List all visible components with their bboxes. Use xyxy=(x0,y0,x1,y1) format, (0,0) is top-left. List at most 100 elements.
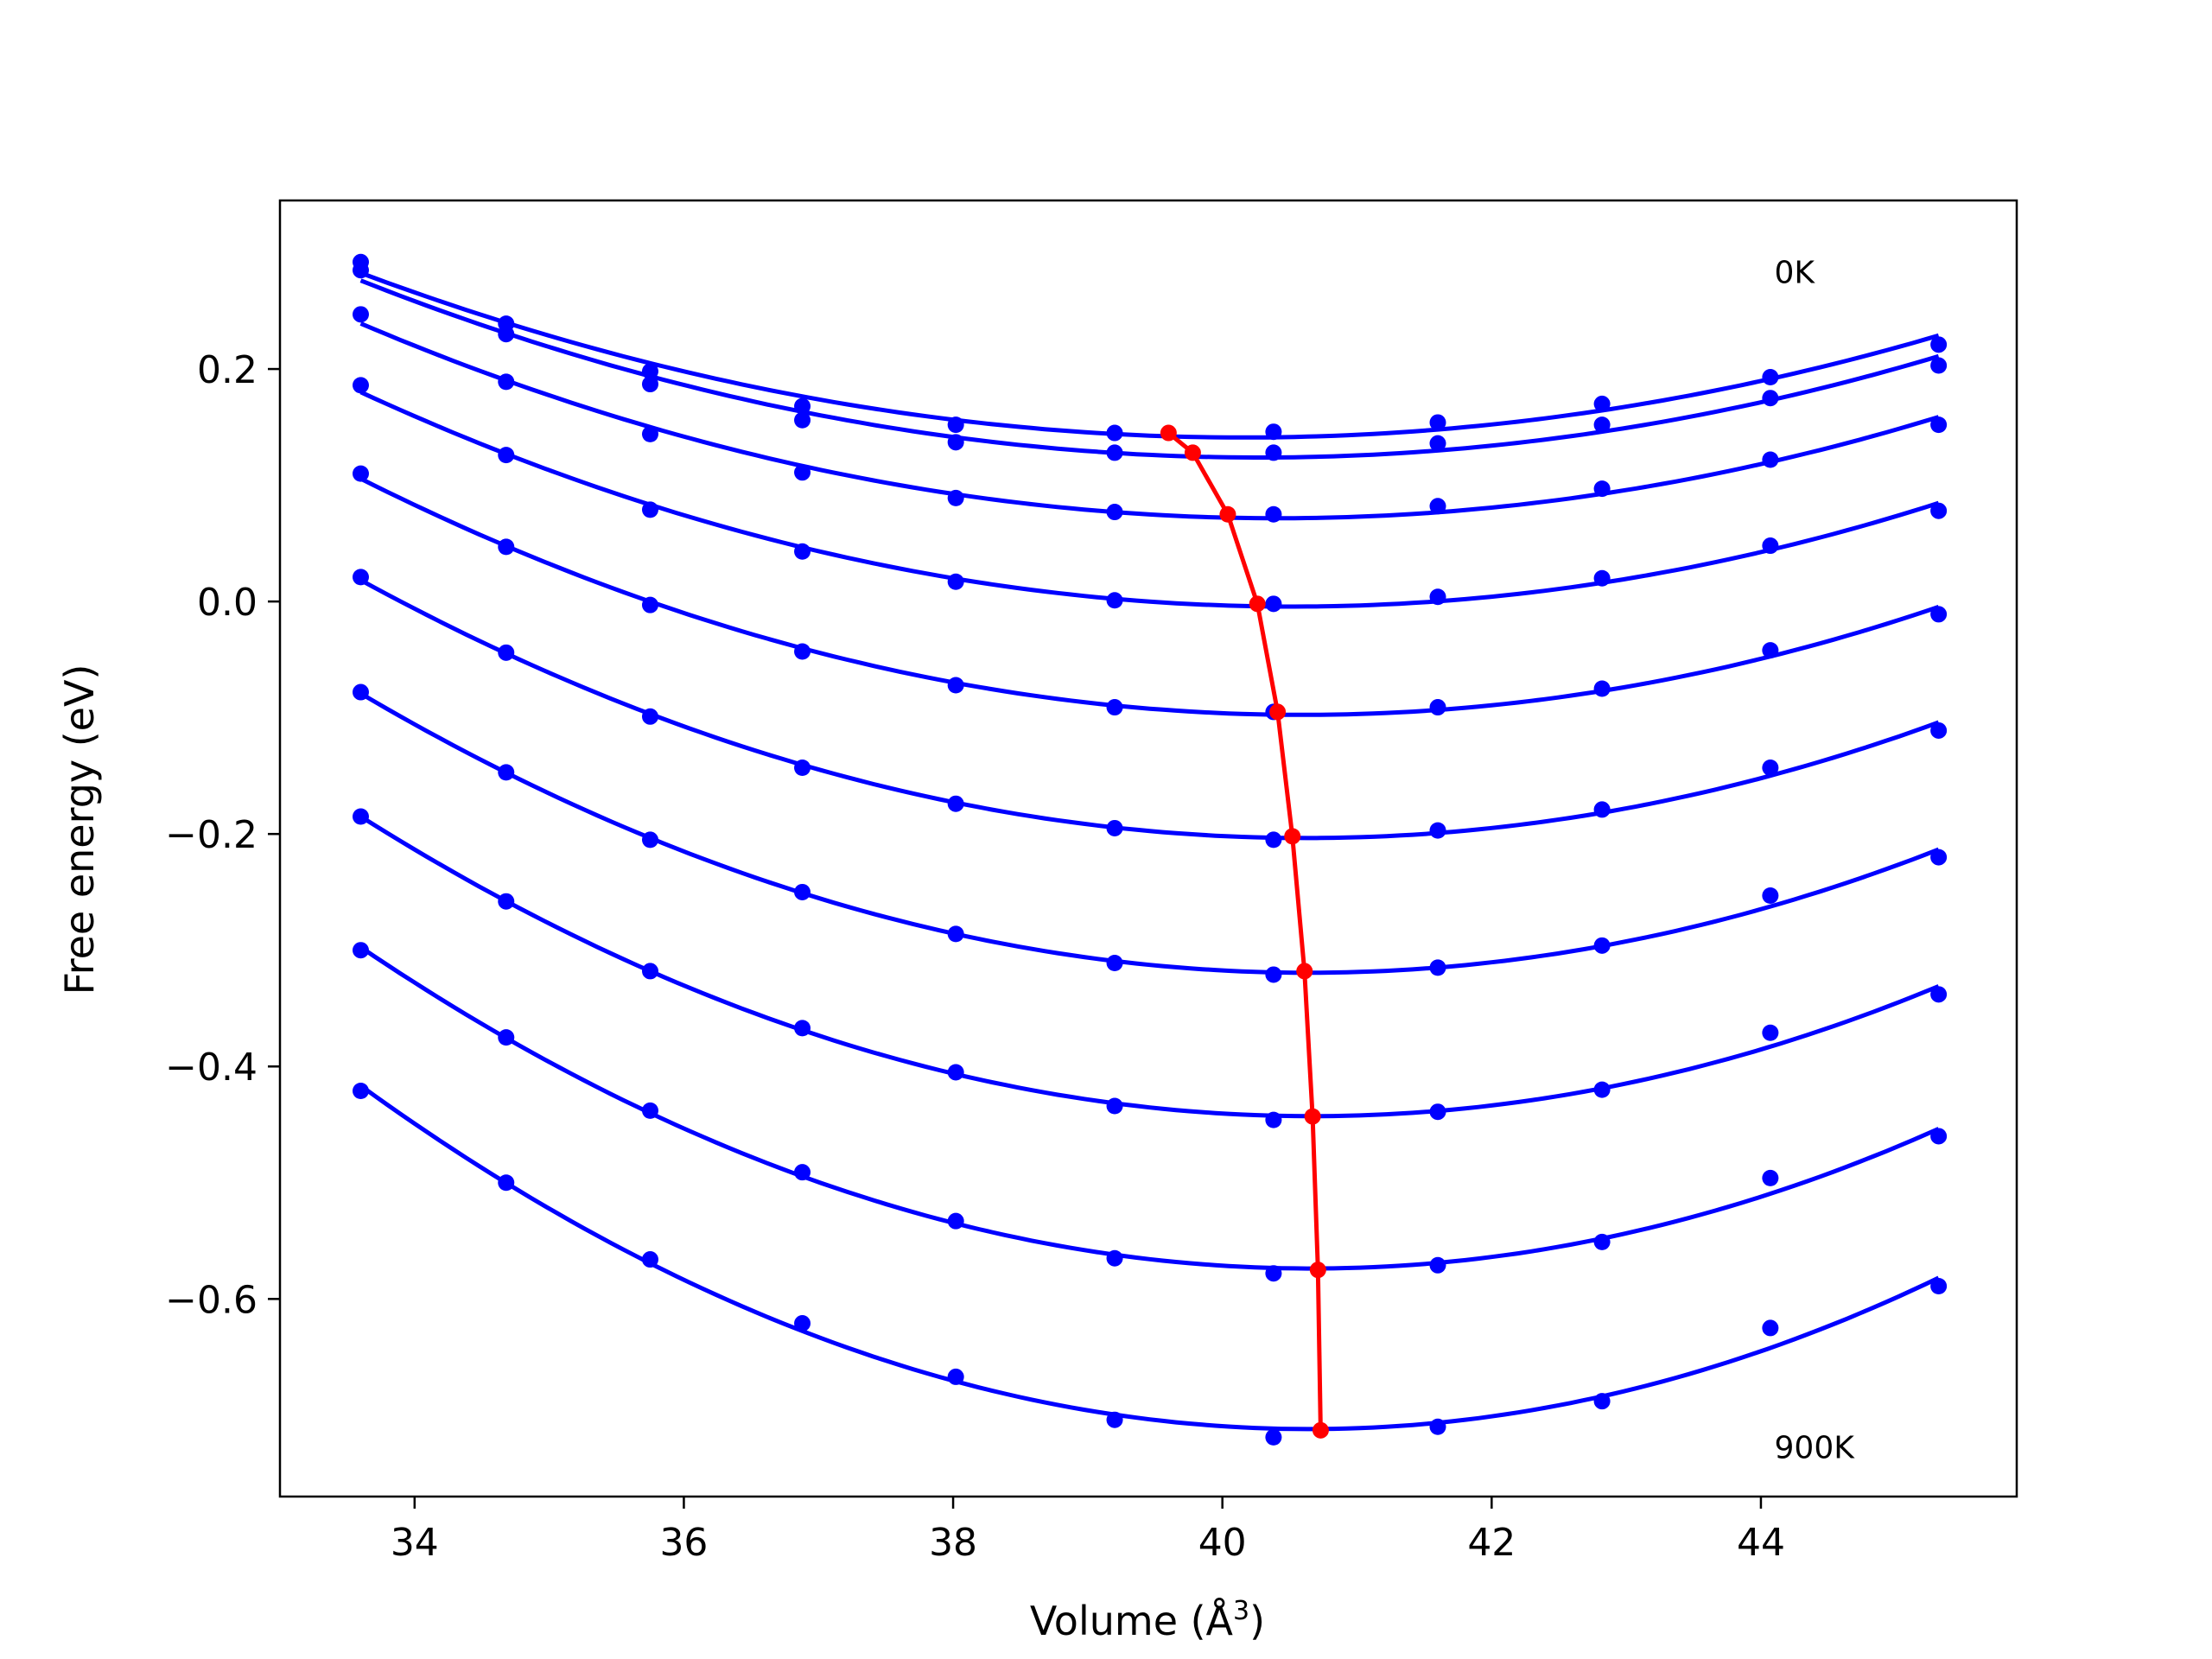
data-point xyxy=(1106,1411,1123,1428)
data-point xyxy=(947,1368,964,1385)
data-point xyxy=(794,883,811,900)
y-tick-label: 0.2 xyxy=(197,348,257,392)
data-point xyxy=(498,326,515,343)
data-point xyxy=(352,808,369,825)
data-point xyxy=(794,397,811,415)
data-point xyxy=(641,1251,658,1268)
data-point xyxy=(1930,416,1948,434)
data-point xyxy=(641,1102,658,1119)
data-point xyxy=(498,1174,515,1192)
fit-curve-2 xyxy=(359,321,1940,521)
minimum-point xyxy=(1219,505,1236,523)
x-tick-label: 34 xyxy=(391,1521,439,1565)
plot-frame xyxy=(278,199,2018,1498)
data-point xyxy=(641,425,658,442)
data-point xyxy=(794,643,811,660)
data-point xyxy=(1930,1128,1948,1145)
minima-layer xyxy=(1160,424,1329,1439)
data-point xyxy=(641,708,658,725)
data-point xyxy=(352,942,369,959)
fit-curve-9 xyxy=(359,1084,1940,1432)
data-point xyxy=(947,677,964,694)
data-point xyxy=(1593,480,1611,498)
data-point xyxy=(1762,451,1779,468)
data-point xyxy=(1265,444,1282,461)
data-point xyxy=(1930,849,1948,866)
data-point xyxy=(1106,444,1123,461)
x-axis-label-main: Volume (Å xyxy=(1030,1598,1234,1644)
y-axis-label: Free energy (eV) xyxy=(56,664,103,995)
x-tick-label: 44 xyxy=(1737,1521,1785,1565)
fit-curve-7 xyxy=(359,814,1940,1119)
fit-curve-5 xyxy=(359,578,1940,841)
data-point xyxy=(794,464,811,481)
data-point xyxy=(1762,368,1779,385)
data-point xyxy=(1265,595,1282,613)
minimum-point xyxy=(1304,1108,1321,1125)
x-tick-label: 38 xyxy=(929,1521,977,1565)
data-point xyxy=(641,831,658,849)
data-point xyxy=(1106,699,1123,716)
data-point xyxy=(794,1164,811,1181)
data-point xyxy=(1762,537,1779,555)
data-point xyxy=(641,596,658,613)
data-point xyxy=(1265,423,1282,441)
data-point xyxy=(1762,1319,1779,1337)
minimum-point xyxy=(1309,1262,1326,1279)
curves-layer xyxy=(359,270,1940,1432)
fit-curve-1 xyxy=(359,278,1940,460)
data-point xyxy=(1593,680,1611,697)
fit-curve-0 xyxy=(359,270,1940,440)
data-point xyxy=(1930,1278,1948,1295)
fit-curve-4 xyxy=(359,476,1940,717)
data-point xyxy=(1762,642,1779,659)
data-point xyxy=(498,644,515,661)
data-point xyxy=(641,501,658,518)
data-point xyxy=(1762,760,1779,777)
data-point xyxy=(794,760,811,777)
data-point xyxy=(1429,699,1446,716)
data-point xyxy=(641,376,658,393)
data-point xyxy=(352,683,369,701)
minima-line xyxy=(1166,431,1323,1431)
data-point xyxy=(1106,424,1123,442)
data-point xyxy=(1265,505,1282,523)
data-point xyxy=(1106,1249,1123,1267)
data-point xyxy=(352,465,369,482)
x-axis-label-close: ) xyxy=(1249,1598,1265,1644)
data-point xyxy=(1593,1081,1611,1098)
data-point xyxy=(1930,502,1948,519)
x-axis-label: Volume (Å3) xyxy=(1030,1596,1265,1644)
fit-curve-3 xyxy=(359,390,1940,609)
data-point xyxy=(794,1315,811,1332)
minimum-point xyxy=(1184,444,1201,461)
minimum-point xyxy=(1160,424,1177,442)
data-point xyxy=(352,262,369,279)
minimum-point xyxy=(1249,595,1266,613)
data-point xyxy=(1429,822,1446,839)
data-point xyxy=(947,1212,964,1230)
data-point xyxy=(1429,414,1446,431)
data-point xyxy=(1593,569,1611,587)
minimum-point xyxy=(1269,703,1287,721)
data-point xyxy=(498,893,515,910)
y-tick-label: −0.4 xyxy=(165,1046,257,1090)
data-point xyxy=(1429,1256,1446,1274)
data-point xyxy=(1265,1428,1282,1446)
data-point xyxy=(1762,1169,1779,1186)
data-point xyxy=(947,573,964,590)
annotation-label: 900K xyxy=(1775,1430,1856,1465)
y-tick-label: −0.6 xyxy=(165,1278,257,1322)
data-point xyxy=(947,795,964,812)
data-point xyxy=(498,1029,515,1046)
data-point xyxy=(1429,588,1446,606)
x-axis-label-superscript: 3 xyxy=(1233,1596,1249,1626)
data-point xyxy=(1930,357,1948,374)
y-tick-label: 0.0 xyxy=(197,581,257,625)
data-point xyxy=(1106,592,1123,609)
data-point xyxy=(352,306,369,323)
data-point xyxy=(1930,606,1948,623)
x-tick-label: 42 xyxy=(1467,1521,1516,1565)
data-point xyxy=(1429,1103,1446,1121)
